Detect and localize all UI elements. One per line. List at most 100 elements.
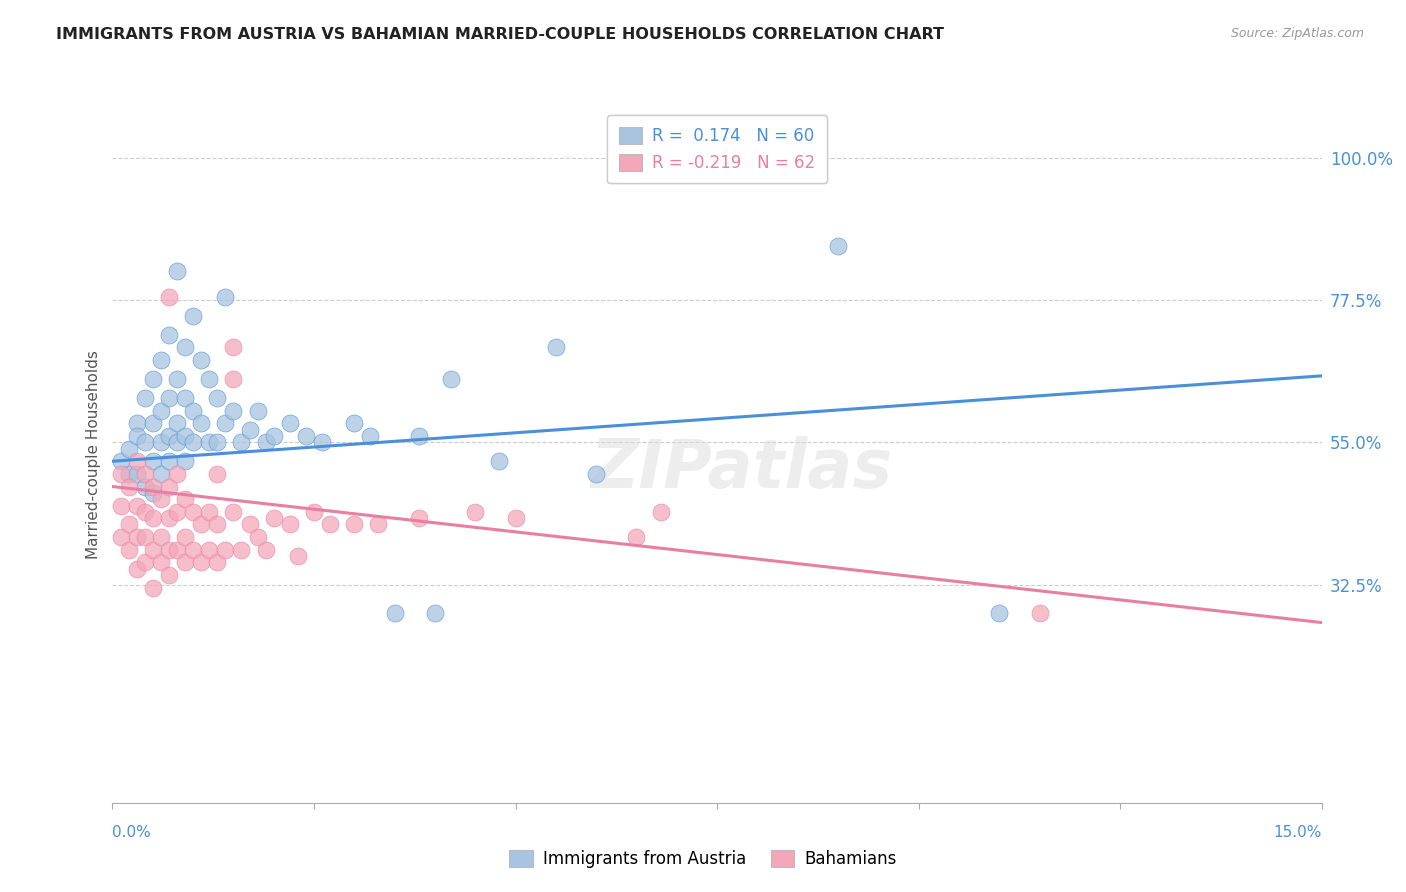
Point <box>142 372 165 386</box>
Point <box>181 435 204 450</box>
Point <box>117 542 139 557</box>
Point <box>650 505 672 519</box>
Point <box>142 479 165 493</box>
Point <box>157 454 180 468</box>
Point <box>166 542 188 557</box>
Point <box>544 340 567 354</box>
Point <box>157 327 180 342</box>
Point <box>110 454 132 468</box>
Point <box>190 353 212 368</box>
Point <box>254 435 277 450</box>
Point <box>207 467 229 481</box>
Point <box>166 264 188 278</box>
Point <box>1028 606 1050 620</box>
Point <box>246 403 269 417</box>
Point <box>423 606 446 620</box>
Point <box>149 530 172 544</box>
Point <box>142 511 165 525</box>
Point <box>174 492 197 507</box>
Point <box>343 417 366 431</box>
Point <box>238 517 260 532</box>
Text: IMMIGRANTS FROM AUSTRIA VS BAHAMIAN MARRIED-COUPLE HOUSEHOLDS CORRELATION CHART: IMMIGRANTS FROM AUSTRIA VS BAHAMIAN MARR… <box>56 27 945 42</box>
Point <box>626 530 648 544</box>
Point <box>263 429 285 443</box>
Point <box>117 467 139 481</box>
Point <box>198 542 221 557</box>
Point <box>125 499 148 513</box>
Y-axis label: Married-couple Households: Married-couple Households <box>86 351 101 559</box>
Point <box>238 423 260 437</box>
Point <box>142 581 165 595</box>
Point <box>190 556 212 570</box>
Point <box>174 429 197 443</box>
Point <box>166 372 188 386</box>
Point <box>198 505 221 519</box>
Point <box>157 479 180 493</box>
Point <box>110 530 132 544</box>
Point <box>142 486 165 500</box>
Point <box>214 542 236 557</box>
Point <box>157 429 180 443</box>
Point <box>505 511 527 525</box>
Text: 0.0%: 0.0% <box>112 825 152 840</box>
Point <box>134 530 156 544</box>
Point <box>142 454 165 468</box>
Point <box>166 435 188 450</box>
Point <box>440 372 463 386</box>
Point <box>287 549 309 563</box>
Point <box>117 479 139 493</box>
Point <box>198 372 221 386</box>
Point <box>198 435 221 450</box>
Point <box>125 417 148 431</box>
Point <box>125 454 148 468</box>
Point <box>295 429 318 443</box>
Point <box>125 467 148 481</box>
Point <box>110 467 132 481</box>
Point <box>827 239 849 253</box>
Point <box>174 556 197 570</box>
Point <box>157 290 180 304</box>
Point <box>222 403 245 417</box>
Point <box>117 442 139 456</box>
Point <box>157 511 180 525</box>
Point <box>134 435 156 450</box>
Point <box>117 517 139 532</box>
Point <box>311 435 333 450</box>
Text: ZIPatlas: ZIPatlas <box>591 436 893 502</box>
Point <box>125 429 148 443</box>
Point <box>134 391 156 405</box>
Point <box>408 429 430 443</box>
Legend: Immigrants from Austria, Bahamians: Immigrants from Austria, Bahamians <box>503 843 903 875</box>
Point <box>149 467 172 481</box>
Point <box>190 417 212 431</box>
Point <box>343 517 366 532</box>
Point <box>181 403 204 417</box>
Point <box>166 505 188 519</box>
Point <box>181 542 204 557</box>
Point <box>384 606 406 620</box>
Point <box>134 467 156 481</box>
Point <box>166 467 188 481</box>
Point <box>988 606 1011 620</box>
Point <box>174 454 197 468</box>
Legend: R =  0.174   N = 60, R = -0.219   N = 62: R = 0.174 N = 60, R = -0.219 N = 62 <box>607 115 827 184</box>
Point <box>222 505 245 519</box>
Point <box>263 511 285 525</box>
Point <box>134 556 156 570</box>
Point <box>149 403 172 417</box>
Point <box>142 542 165 557</box>
Point <box>125 530 148 544</box>
Point <box>359 429 381 443</box>
Point <box>222 372 245 386</box>
Point <box>319 517 342 532</box>
Point <box>110 499 132 513</box>
Point <box>207 556 229 570</box>
Point <box>231 435 253 450</box>
Point <box>207 517 229 532</box>
Point <box>278 517 301 532</box>
Point <box>174 391 197 405</box>
Point <box>142 417 165 431</box>
Point <box>214 417 236 431</box>
Point <box>214 290 236 304</box>
Point <box>278 417 301 431</box>
